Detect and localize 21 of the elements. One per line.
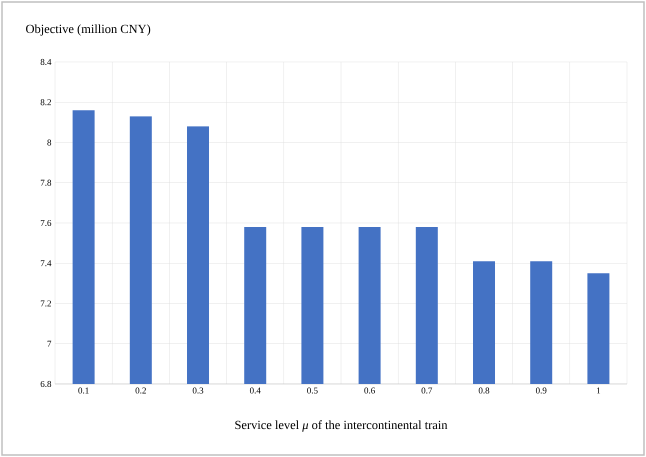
y-tick-label: 8 [47,139,52,146]
y-tick-label: 6.8 [40,380,52,388]
x-tick-label: 0.1 [78,387,89,394]
y-tick-label: 7.6 [40,220,52,226]
y-tick-label: 7.2 [40,300,51,307]
y-tick-label: 8.2 [40,99,51,106]
y-tick-label: 8.4 [40,58,52,66]
y-axis-title: Objective (million CNY) [26,24,150,36]
x-tick-label: 0.3 [192,387,204,394]
x-tick-label: 1 [596,388,600,394]
x-tick-label: 0.2 [136,387,146,394]
y-tick-label: 7.8 [40,180,52,186]
x-axis-title: Service level μ of the intercontinental train [235,420,448,432]
x-tick-label: 0.4 [250,387,261,394]
x-tick-label: 0.8 [478,387,490,394]
x-tick-label: 0.5 [307,387,318,394]
x-tick-label: 0.9 [536,387,546,394]
x-tick-label: 0.6 [364,387,375,394]
x-tick-label: 0.7 [422,387,432,394]
y-tick-label: 7 [48,340,52,347]
y-tick-label: 7.4 [40,260,52,266]
